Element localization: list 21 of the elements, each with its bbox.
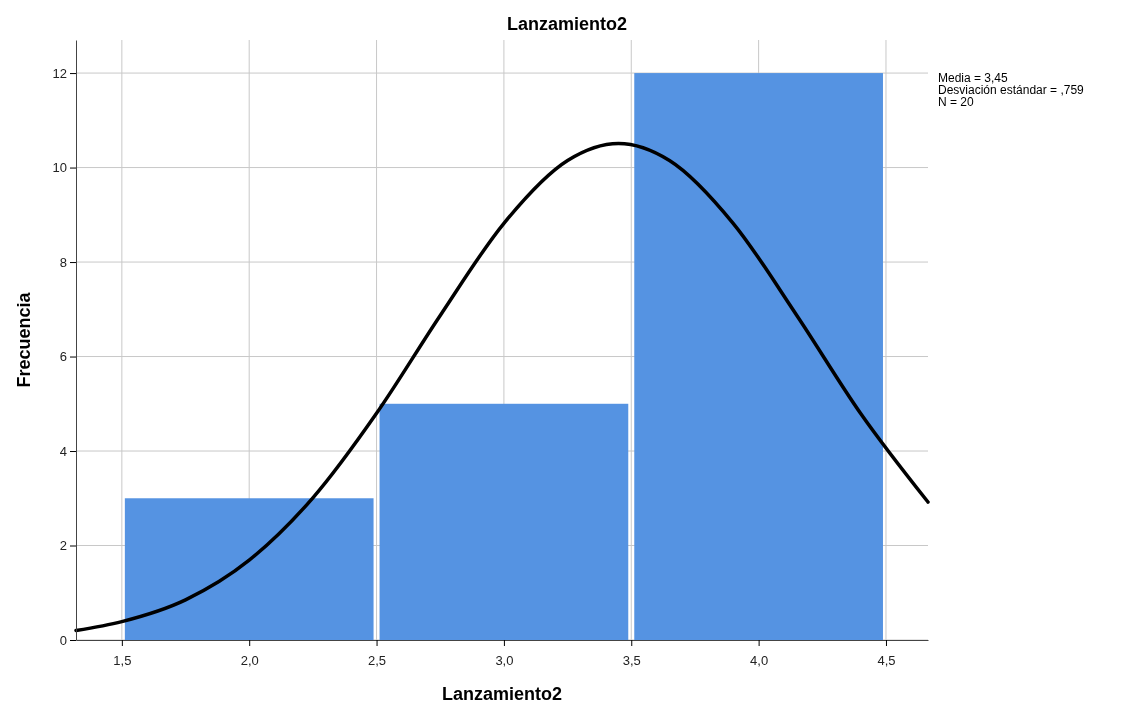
x-tick-label: 3,5 xyxy=(622,652,641,668)
y-tick-label: 6 xyxy=(59,349,67,365)
text: Media = 3,45 xyxy=(938,71,1009,85)
y-tick-label: 10 xyxy=(52,160,67,176)
y-tick-label: 12 xyxy=(52,65,67,81)
x-axis-title: Lanzamiento2 xyxy=(441,684,563,704)
text: N = 20 xyxy=(938,95,975,109)
x-tick-label: 1,5 xyxy=(113,652,132,668)
x-tick-label: 3,0 xyxy=(495,652,514,668)
text: Desviación estándar = ,759 xyxy=(938,83,1085,97)
y-tick-label: 4 xyxy=(59,443,67,459)
y-tick-label: 2 xyxy=(59,538,67,554)
x-tick-label: 4,0 xyxy=(750,652,769,668)
chart-title: Lanzamiento2 xyxy=(506,14,628,34)
line-series xyxy=(74,141,930,633)
y-tick-label: 0 xyxy=(59,632,67,648)
x-tick-label: 4,5 xyxy=(877,652,896,668)
x-tick-label: 2,5 xyxy=(368,652,387,668)
y-axis-title: Frecuencia xyxy=(14,291,34,388)
x-tick-label: 2,0 xyxy=(240,652,259,668)
y-tick-label: 8 xyxy=(59,254,67,270)
